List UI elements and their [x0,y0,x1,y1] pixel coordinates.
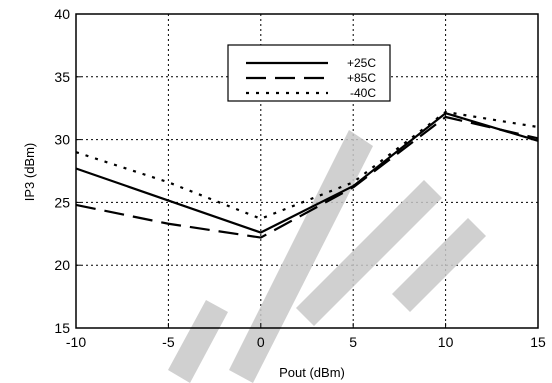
y-tick-label: 30 [54,132,70,148]
y-tick-label: 35 [54,69,70,85]
legend-box [227,44,391,102]
tick-labels: -10 -5 0 5 10 15 15 20 25 30 35 40 [54,6,546,350]
legend: +25C+85C-40C [227,44,391,102]
watermark-stroke-4 [168,300,228,383]
series-line-85c [75,115,539,239]
x-tick-label: -10 [66,334,86,350]
y-tick-label: 20 [54,257,70,273]
series-line-40c [75,110,539,220]
plot-frame [75,13,539,329]
y-tick-label: 40 [54,6,70,22]
legend-label: +25C [347,56,376,70]
legend-label: -40C [350,86,376,100]
x-tick-label: -5 [162,334,175,350]
y-axis-label: IP3 (dBm) [22,143,37,202]
watermark-stroke-3 [392,218,486,312]
watermark-stroke-2 [296,180,442,326]
x-tick-label: 15 [530,334,546,350]
x-tick-label: 10 [438,334,454,350]
series [75,110,539,239]
axes [75,13,539,329]
x-axis-label: Pout (dBm) [279,365,345,380]
legend-label: +85C [347,71,376,85]
y-tick-label: 25 [54,194,70,210]
y-tick-label: 15 [54,320,70,336]
x-tick-label: 0 [257,334,265,350]
x-tick-label: 5 [349,334,357,350]
